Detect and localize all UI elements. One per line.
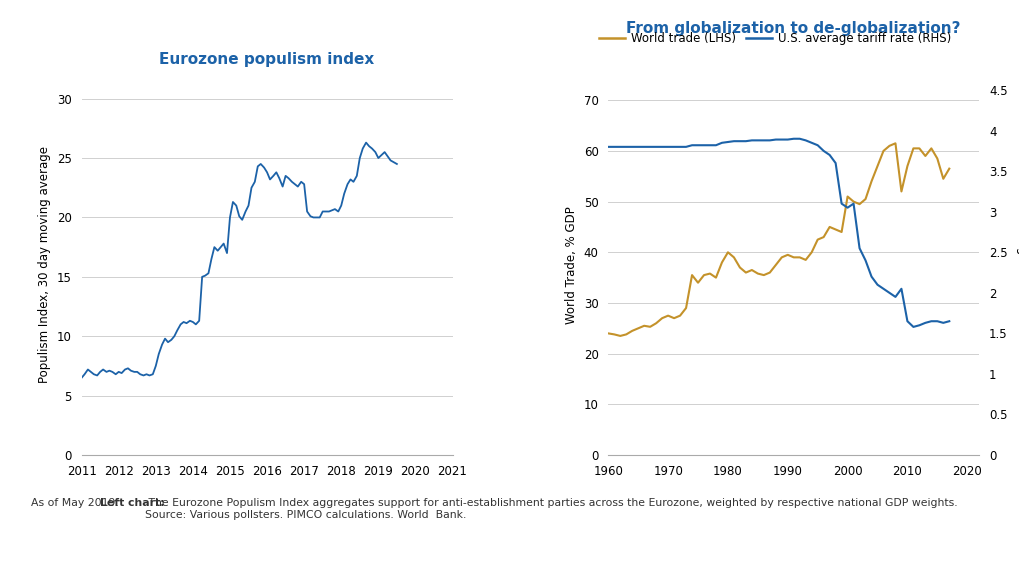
World trade (LHS): [691, 279, 703, 286]
U.S. average tariff rate (RHS): [680, 143, 692, 150]
U.S. average tariff rate (RHS): [895, 285, 907, 292]
World trade (LHS): [901, 162, 913, 169]
Line: U.S. average tariff rate (RHS): U.S. average tariff rate (RHS): [607, 139, 949, 327]
U.S. average tariff rate (RHS): [787, 135, 799, 142]
World trade (LHS): [859, 196, 871, 203]
U.S. average tariff rate (RHS): [906, 324, 918, 331]
U.S. average tariff rate (RHS): [835, 200, 847, 207]
World trade (LHS): [889, 140, 901, 147]
U.S. average tariff rate (RHS): [685, 142, 697, 149]
U.S. average tariff rate (RHS): [943, 318, 955, 325]
World trade (LHS): [930, 155, 943, 162]
U.S. average tariff rate (RHS): [601, 143, 613, 150]
Y-axis label: U.S. Average Tariff Rate, %: U.S. Average Tariff Rate, %: [1015, 186, 1019, 344]
Title: Eurozone populism index: Eurozone populism index: [159, 52, 374, 67]
World trade (LHS): [835, 229, 847, 236]
Y-axis label: Populism Index, 30 day moving average: Populism Index, 30 day moving average: [39, 146, 51, 384]
U.S. average tariff rate (RHS): [930, 318, 943, 325]
World trade (LHS): [601, 330, 613, 337]
Text: As of May 2019.: As of May 2019.: [31, 498, 121, 508]
Text: Left chart:: Left chart:: [100, 498, 164, 508]
Line: World trade (LHS): World trade (LHS): [607, 143, 949, 336]
Legend: World trade (LHS), U.S. average tariff rate (RHS): World trade (LHS), U.S. average tariff r…: [594, 28, 955, 50]
World trade (LHS): [685, 272, 697, 279]
Y-axis label: World Trade, % GDP: World Trade, % GDP: [565, 206, 578, 324]
World trade (LHS): [943, 165, 955, 172]
U.S. average tariff rate (RHS): [859, 257, 871, 264]
Title: From globalization to de-globalization?: From globalization to de-globalization?: [626, 21, 960, 36]
Text: The Eurozone Populism Index aggregates support for anti-establishment parties ac: The Eurozone Populism Index aggregates s…: [145, 498, 957, 520]
World trade (LHS): [613, 332, 626, 339]
